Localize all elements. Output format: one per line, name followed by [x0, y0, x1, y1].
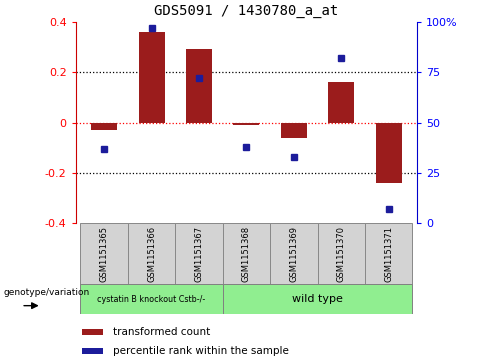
Bar: [365, 223, 412, 285]
Bar: [328, 82, 354, 122]
Text: GSM1151371: GSM1151371: [384, 226, 393, 282]
Bar: [186, 49, 212, 122]
Bar: [270, 223, 318, 285]
Bar: [128, 223, 175, 285]
Bar: [81, 223, 128, 285]
Bar: [376, 122, 402, 183]
Text: wild type: wild type: [292, 294, 343, 304]
Text: GSM1151370: GSM1151370: [337, 226, 346, 282]
Bar: [82, 329, 103, 335]
Text: GSM1151367: GSM1151367: [195, 226, 203, 282]
Bar: [82, 348, 103, 354]
Text: GSM1151369: GSM1151369: [289, 226, 298, 282]
Bar: [318, 223, 365, 285]
Bar: [223, 284, 412, 314]
Bar: [281, 122, 307, 138]
Title: GDS5091 / 1430780_a_at: GDS5091 / 1430780_a_at: [154, 4, 339, 18]
Text: GSM1151368: GSM1151368: [242, 226, 251, 282]
Bar: [223, 223, 270, 285]
Text: GSM1151365: GSM1151365: [100, 226, 109, 282]
Bar: [139, 32, 164, 122]
Text: genotype/variation: genotype/variation: [3, 288, 89, 297]
Text: percentile rank within the sample: percentile rank within the sample: [113, 346, 289, 356]
Text: cystatin B knockout Cstb-/-: cystatin B knockout Cstb-/-: [98, 295, 205, 303]
Text: transformed count: transformed count: [113, 327, 210, 337]
Bar: [81, 284, 223, 314]
Bar: [175, 223, 223, 285]
Bar: [91, 122, 117, 130]
Text: GSM1151366: GSM1151366: [147, 226, 156, 282]
Bar: [233, 122, 260, 125]
